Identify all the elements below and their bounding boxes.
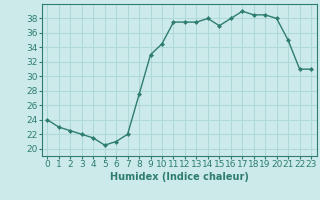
X-axis label: Humidex (Indice chaleur): Humidex (Indice chaleur): [110, 172, 249, 182]
